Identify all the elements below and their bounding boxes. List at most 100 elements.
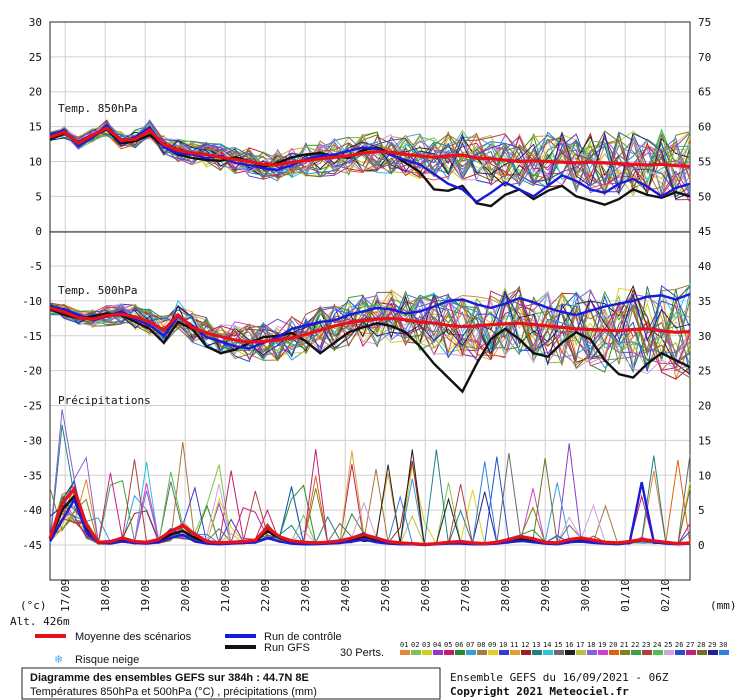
series-line-t500: [49, 306, 691, 344]
member-number: 22: [631, 641, 639, 649]
left-tick-label: -20: [22, 365, 42, 378]
member-line-t500: [49, 290, 691, 375]
member-color-legend: 01 02 03 04 05 06 07 08 09 10 11 12 13 14 15 16 17 18 19 20…: [400, 641, 729, 655]
left-unit-label: (°c): [20, 599, 47, 612]
member-number: 13: [532, 641, 540, 649]
member-swatch: [565, 650, 575, 655]
left-tick-label: -30: [22, 434, 42, 447]
members-count-label: 30 Perts.: [340, 647, 384, 659]
right-tick-label: 65: [698, 86, 711, 99]
copyright-label: Copyright 2021 Meteociel.fr: [450, 685, 629, 698]
left-tick-label: -10: [22, 295, 42, 308]
date-tick-label: 02/10: [659, 579, 672, 612]
right-tick-label: 70: [698, 51, 711, 64]
member-swatch: [708, 650, 718, 655]
member-swatch: [510, 650, 520, 655]
chart-title: Diagramme des ensembles GEFS sur 384h : …: [30, 672, 309, 684]
title-box: [21, 667, 441, 700]
right-tick-label: 0: [698, 539, 705, 552]
member-number: 10: [499, 641, 507, 649]
member-swatch: [664, 650, 674, 655]
left-tick-label: -15: [22, 330, 42, 343]
member-number: 15: [554, 641, 562, 649]
member-swatch: [675, 650, 685, 655]
left-tick-label: 0: [35, 225, 42, 238]
series-line-t500: [49, 292, 691, 350]
member-number: 19: [598, 641, 606, 649]
left-tick-label: 25: [29, 51, 42, 64]
legend-control-label: Run de contrôle: [264, 631, 342, 643]
left-tick-label: 20: [29, 86, 42, 99]
date-tick-label: 28/09: [499, 579, 512, 612]
member-number: 12: [521, 641, 529, 649]
snowflake-icon: ❄: [54, 654, 63, 666]
right-unit-label: (mm): [710, 599, 737, 612]
member-number: 21: [620, 641, 628, 649]
right-tick-label: 60: [698, 121, 711, 134]
altitude-label: Alt. 426m: [10, 615, 70, 628]
left-tick-label: 10: [29, 155, 42, 168]
right-tick-label: 45: [698, 225, 711, 238]
ensemble-run-label: Ensemble GEFS du 16/09/2021 - 06Z: [450, 671, 669, 684]
date-tick-label: 24/09: [339, 579, 352, 612]
member-swatch: [422, 650, 432, 655]
chart-subtitle: Températures 850hPa et 500hPa (°C) , pré…: [30, 686, 317, 698]
series-line-precip: [48, 486, 691, 546]
date-axis-ticks: 17/09 18/09 19/09 20/09 21/09 22/09 23/09 24/09…: [59, 579, 672, 612]
member-line-t850: [49, 129, 691, 200]
date-tick-label: 20/09: [179, 579, 192, 612]
series-line-t850: [49, 126, 691, 168]
legend-mean-label: Moyenne des scénarios: [75, 631, 192, 643]
series-line-t500: [49, 308, 691, 394]
member-swatch: [433, 650, 443, 655]
panel-label-t500: Temp. 500hPa: [58, 284, 137, 297]
member-swatch: [609, 650, 619, 655]
member-swatch: [444, 650, 454, 655]
member-number: 26: [675, 641, 683, 649]
left-tick-label: -35: [22, 469, 42, 482]
member-number: 05: [444, 641, 452, 649]
ensemble-member-lines: [49, 119, 691, 546]
member-swatch: [686, 650, 696, 655]
member-swatch: [455, 650, 465, 655]
right-tick-label: 35: [698, 295, 711, 308]
series-line-precip: [48, 481, 691, 547]
right-tick-label: 50: [698, 190, 711, 203]
member-number: 24: [653, 641, 661, 649]
member-swatch: [719, 650, 729, 655]
member-line-precip: [49, 456, 691, 545]
date-tick-label: 23/09: [299, 579, 312, 612]
member-line-t500: [49, 290, 691, 372]
member-number: 14: [543, 641, 551, 649]
date-tick-label: 29/09: [539, 579, 552, 612]
member-number: 04: [433, 641, 441, 649]
right-tick-label: 30: [698, 330, 711, 343]
member-swatch: [587, 650, 597, 655]
left-axis-ticks: 30 25 20 15 10 5 0 -5 -10 -15 -20 -25 -30 -35 -40 -45: [22, 16, 42, 552]
date-tick-label: 18/09: [99, 579, 112, 612]
member-line-precip: [49, 409, 691, 545]
right-tick-label: 20: [698, 400, 711, 413]
member-number: 30: [719, 641, 727, 649]
right-tick-label: 15: [698, 434, 711, 447]
member-number: 27: [686, 641, 694, 649]
left-tick-label: -5: [29, 260, 42, 273]
member-number: 29: [708, 641, 716, 649]
member-swatch: [477, 650, 487, 655]
member-number: 09: [488, 641, 496, 649]
member-number: 23: [642, 641, 650, 649]
member-number: 18: [587, 641, 595, 649]
member-swatch: [697, 650, 707, 655]
right-tick-label: 25: [698, 365, 711, 378]
member-swatch: [543, 650, 553, 655]
member-number: 02: [411, 641, 419, 649]
date-tick-label: 19/09: [139, 579, 152, 612]
date-tick-label: 21/09: [219, 579, 232, 612]
member-swatch: [488, 650, 498, 655]
member-number: 01: [400, 641, 408, 649]
left-tick-label: -40: [22, 504, 42, 517]
right-tick-label: 55: [698, 155, 711, 168]
member-swatch: [620, 650, 630, 655]
member-swatch: [521, 650, 531, 655]
